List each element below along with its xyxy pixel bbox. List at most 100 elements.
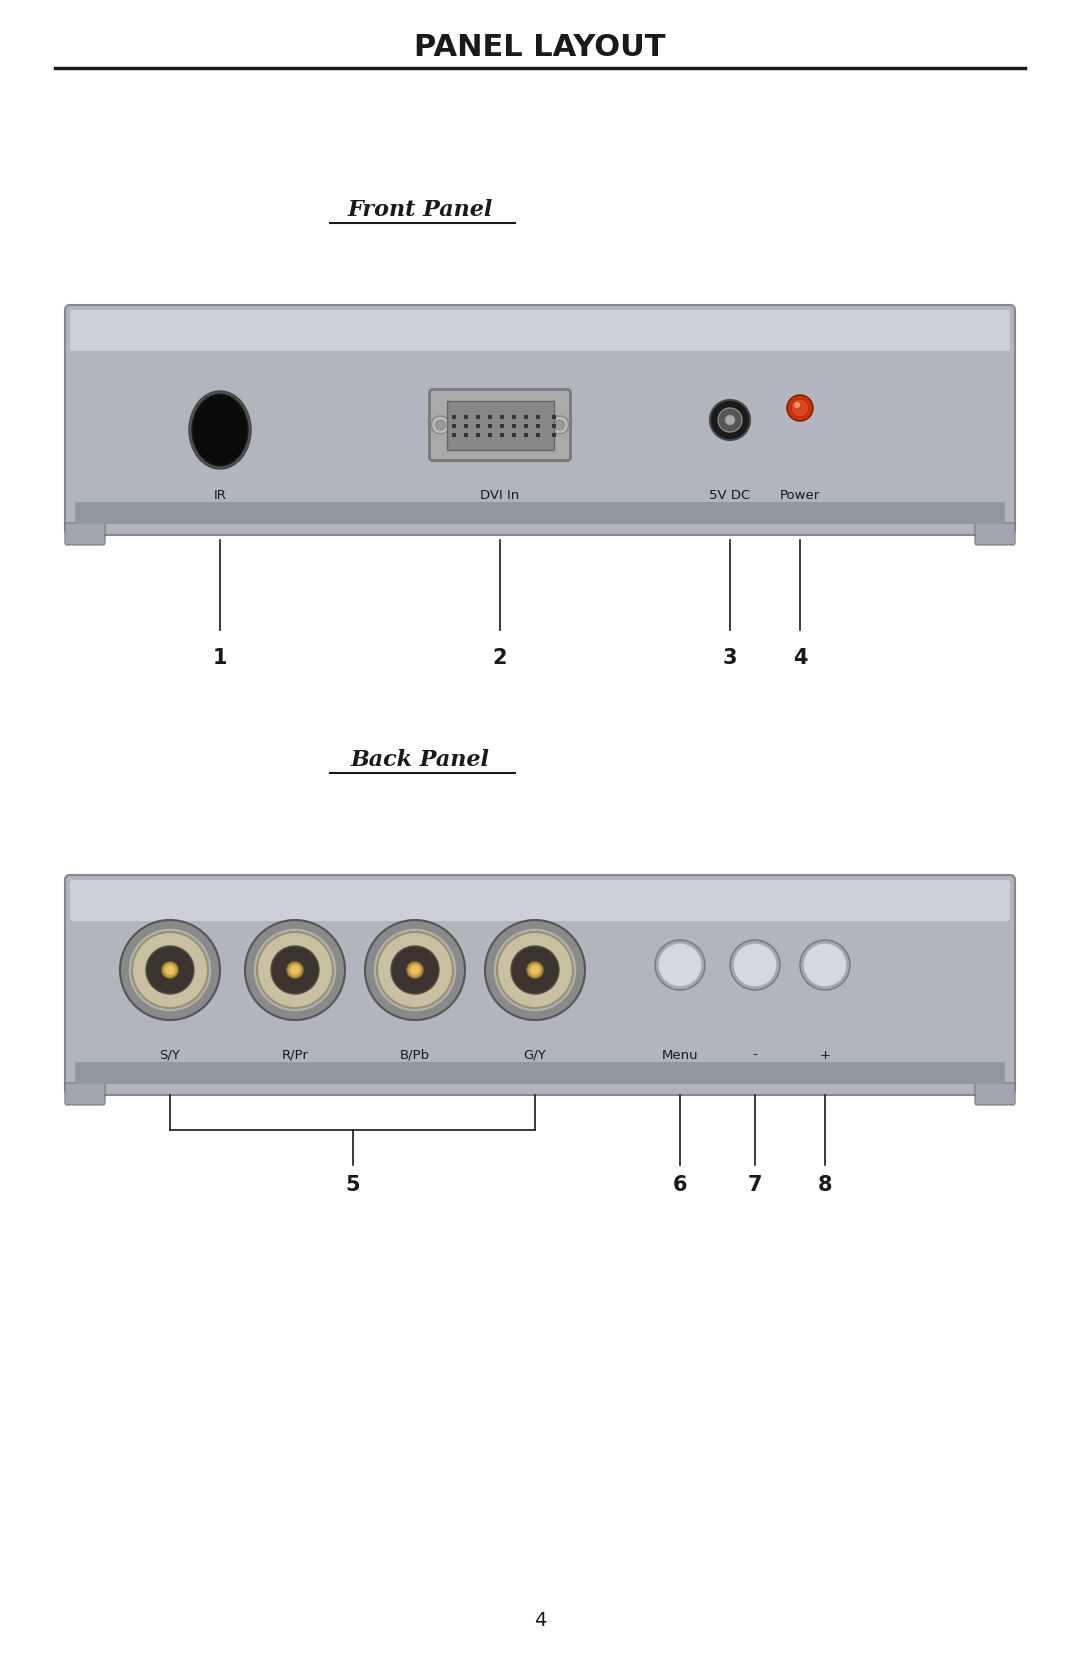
Circle shape bbox=[511, 946, 559, 995]
Bar bbox=[446, 401, 554, 449]
Text: B/Pb: B/Pb bbox=[400, 1048, 430, 1061]
Circle shape bbox=[432, 416, 449, 434]
Circle shape bbox=[287, 961, 303, 978]
Circle shape bbox=[120, 920, 220, 1020]
Circle shape bbox=[485, 920, 585, 1020]
Text: 1: 1 bbox=[213, 648, 227, 668]
Circle shape bbox=[373, 928, 457, 1011]
Text: Menu: Menu bbox=[662, 1048, 699, 1061]
Circle shape bbox=[391, 946, 438, 995]
Circle shape bbox=[725, 416, 735, 426]
Circle shape bbox=[554, 421, 565, 431]
Circle shape bbox=[253, 928, 337, 1011]
Circle shape bbox=[377, 931, 453, 1008]
Circle shape bbox=[497, 931, 573, 1008]
Circle shape bbox=[492, 928, 577, 1011]
FancyBboxPatch shape bbox=[65, 1083, 105, 1105]
Circle shape bbox=[800, 940, 850, 990]
Bar bbox=[500, 424, 504, 427]
Circle shape bbox=[794, 402, 800, 407]
Circle shape bbox=[132, 931, 208, 1008]
Circle shape bbox=[730, 940, 780, 990]
FancyBboxPatch shape bbox=[65, 305, 1015, 536]
Circle shape bbox=[658, 943, 702, 986]
Bar bbox=[453, 432, 456, 437]
Circle shape bbox=[129, 928, 212, 1011]
Circle shape bbox=[787, 396, 813, 421]
Ellipse shape bbox=[189, 391, 251, 469]
Circle shape bbox=[257, 931, 333, 1008]
Text: Front Panel: Front Panel bbox=[348, 199, 492, 220]
Circle shape bbox=[530, 965, 540, 975]
Circle shape bbox=[804, 943, 847, 986]
Circle shape bbox=[527, 961, 543, 978]
Text: Power: Power bbox=[780, 489, 820, 501]
Bar bbox=[552, 424, 556, 427]
Circle shape bbox=[718, 407, 742, 432]
Text: 4: 4 bbox=[534, 1611, 546, 1629]
Text: 6: 6 bbox=[673, 1175, 687, 1195]
FancyBboxPatch shape bbox=[65, 875, 1015, 1095]
Bar bbox=[536, 424, 540, 427]
Bar bbox=[524, 424, 528, 427]
Bar bbox=[476, 424, 480, 427]
Circle shape bbox=[165, 965, 175, 975]
Bar bbox=[75, 502, 1005, 524]
Circle shape bbox=[710, 401, 750, 441]
FancyBboxPatch shape bbox=[430, 389, 570, 461]
Text: S/Y: S/Y bbox=[160, 1048, 180, 1061]
Bar bbox=[500, 432, 504, 437]
Text: 7: 7 bbox=[747, 1175, 762, 1195]
Bar bbox=[500, 416, 504, 419]
Circle shape bbox=[407, 961, 423, 978]
Circle shape bbox=[162, 961, 178, 978]
Bar bbox=[552, 432, 556, 437]
Bar bbox=[552, 416, 556, 419]
FancyBboxPatch shape bbox=[70, 310, 1010, 350]
Bar bbox=[476, 416, 480, 419]
Bar bbox=[476, 432, 480, 437]
Text: Back Panel: Back Panel bbox=[351, 749, 489, 771]
Circle shape bbox=[245, 920, 345, 1020]
Circle shape bbox=[271, 946, 319, 995]
Bar bbox=[524, 432, 528, 437]
Circle shape bbox=[551, 416, 568, 434]
Bar bbox=[536, 416, 540, 419]
Bar bbox=[488, 424, 492, 427]
Bar bbox=[512, 432, 516, 437]
Circle shape bbox=[791, 399, 809, 417]
Bar bbox=[524, 416, 528, 419]
Text: IR: IR bbox=[214, 489, 227, 501]
FancyBboxPatch shape bbox=[975, 1083, 1015, 1105]
Circle shape bbox=[435, 421, 446, 431]
FancyBboxPatch shape bbox=[70, 880, 1010, 921]
Text: +: + bbox=[820, 1048, 831, 1061]
Circle shape bbox=[733, 943, 777, 986]
Text: 3: 3 bbox=[723, 648, 738, 668]
Bar bbox=[453, 424, 456, 427]
Circle shape bbox=[410, 965, 420, 975]
Circle shape bbox=[365, 920, 465, 1020]
Text: 4: 4 bbox=[793, 648, 807, 668]
Circle shape bbox=[291, 965, 300, 975]
Bar bbox=[464, 432, 468, 437]
Text: 2: 2 bbox=[492, 648, 508, 668]
FancyBboxPatch shape bbox=[975, 522, 1015, 546]
Text: PANEL LAYOUT: PANEL LAYOUT bbox=[415, 33, 665, 62]
Text: G/Y: G/Y bbox=[524, 1048, 546, 1061]
Bar bbox=[512, 416, 516, 419]
Bar bbox=[536, 432, 540, 437]
Circle shape bbox=[654, 940, 705, 990]
Bar bbox=[488, 432, 492, 437]
Circle shape bbox=[146, 946, 194, 995]
Bar bbox=[75, 1061, 1005, 1083]
Bar bbox=[453, 416, 456, 419]
Text: 8: 8 bbox=[818, 1175, 833, 1195]
Ellipse shape bbox=[192, 394, 248, 466]
Text: R/Pr: R/Pr bbox=[282, 1048, 309, 1061]
Text: DVI In: DVI In bbox=[481, 489, 519, 501]
Text: 5: 5 bbox=[346, 1175, 360, 1195]
Text: 5V DC: 5V DC bbox=[710, 489, 751, 501]
Bar bbox=[512, 424, 516, 427]
Bar bbox=[488, 416, 492, 419]
